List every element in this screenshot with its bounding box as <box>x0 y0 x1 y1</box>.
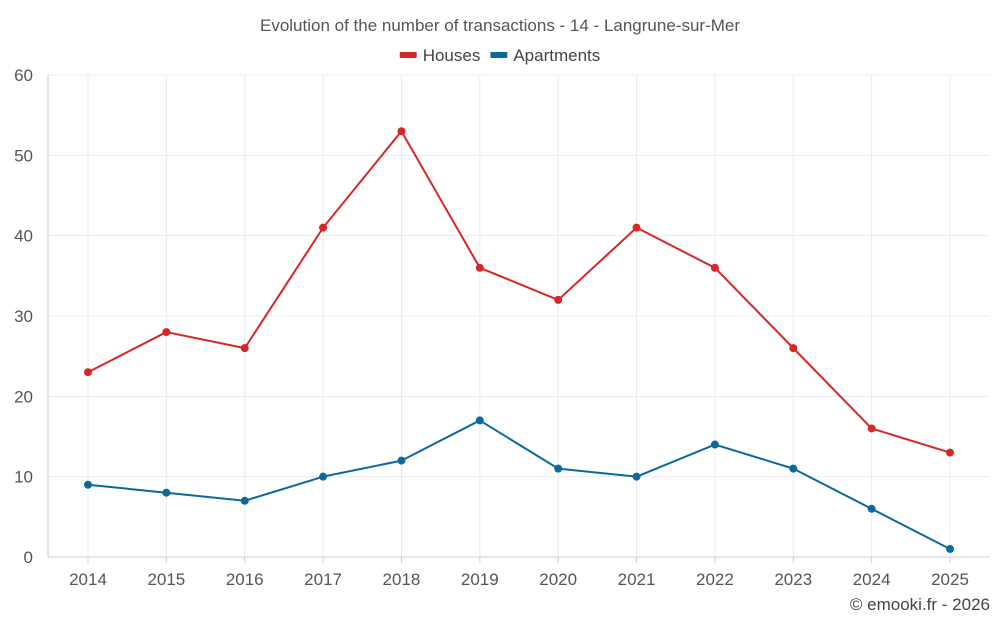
y-tick-label: 30 <box>14 307 33 326</box>
data-point-apartments[interactable] <box>632 472 641 481</box>
y-tick-label: 20 <box>14 387 33 406</box>
x-tick-label: 2022 <box>696 570 734 589</box>
x-tick-label: 2019 <box>461 570 499 589</box>
data-point-houses[interactable] <box>319 223 328 232</box>
data-point-apartments[interactable] <box>162 488 171 497</box>
y-tick-label: 50 <box>14 146 33 165</box>
data-point-houses[interactable] <box>397 127 406 136</box>
legend-label: Houses <box>423 46 481 65</box>
data-point-apartments[interactable] <box>554 464 563 473</box>
data-point-houses[interactable] <box>240 344 249 353</box>
series-layer <box>84 127 954 553</box>
y-tick-label: 40 <box>14 227 33 246</box>
data-point-houses[interactable] <box>789 344 798 353</box>
data-point-houses[interactable] <box>710 263 719 272</box>
chart-title: Evolution of the number of transactions … <box>260 16 740 35</box>
x-tick-label: 2015 <box>147 570 185 589</box>
data-point-apartments[interactable] <box>319 472 328 481</box>
x-tick-label: 2021 <box>618 570 656 589</box>
data-point-apartments[interactable] <box>789 464 798 473</box>
legend: Houses Apartments <box>399 46 600 65</box>
legend-item[interactable]: Apartments <box>490 46 600 65</box>
data-point-houses[interactable] <box>84 368 92 377</box>
data-point-apartments[interactable] <box>475 416 484 425</box>
y-tick-label: 60 <box>14 66 33 85</box>
x-tick-label: 2017 <box>304 570 342 589</box>
x-tick-label: 2023 <box>774 570 812 589</box>
credit-text: © emooki.fr - 2026 <box>850 595 990 614</box>
x-tick-label: 2014 <box>69 570 107 589</box>
y-tick-label: 10 <box>14 468 33 487</box>
y-tick-label: 0 <box>24 548 33 567</box>
x-tick-label: 2025 <box>931 570 969 589</box>
series-line-houses <box>87 130 951 454</box>
data-point-houses[interactable] <box>162 328 171 337</box>
data-point-apartments[interactable] <box>946 544 954 553</box>
data-point-apartments[interactable] <box>84 480 92 489</box>
data-point-apartments[interactable] <box>710 440 719 449</box>
data-point-houses[interactable] <box>946 448 954 457</box>
legend-swatch <box>490 52 508 58</box>
legend-label: Apartments <box>513 46 600 65</box>
data-point-houses[interactable] <box>632 223 641 232</box>
data-point-houses[interactable] <box>475 263 484 272</box>
axes: 0 10 20 30 40 50 60 2014 2015 2016 2017 2018 2019 202… <box>14 66 990 589</box>
series-line-apartments <box>87 419 951 550</box>
x-tick-label: 2020 <box>539 570 577 589</box>
data-point-apartments[interactable] <box>397 456 406 465</box>
x-tick-label: 2018 <box>383 570 421 589</box>
legend-swatch <box>399 52 417 58</box>
x-tick-label: 2016 <box>226 570 264 589</box>
x-tick-label: 2024 <box>853 570 891 589</box>
data-point-houses[interactable] <box>554 295 563 304</box>
data-point-apartments[interactable] <box>240 496 249 505</box>
legend-item[interactable]: Houses <box>399 46 481 65</box>
data-point-houses[interactable] <box>867 424 876 433</box>
data-point-apartments[interactable] <box>867 504 876 513</box>
grid <box>48 74 990 557</box>
